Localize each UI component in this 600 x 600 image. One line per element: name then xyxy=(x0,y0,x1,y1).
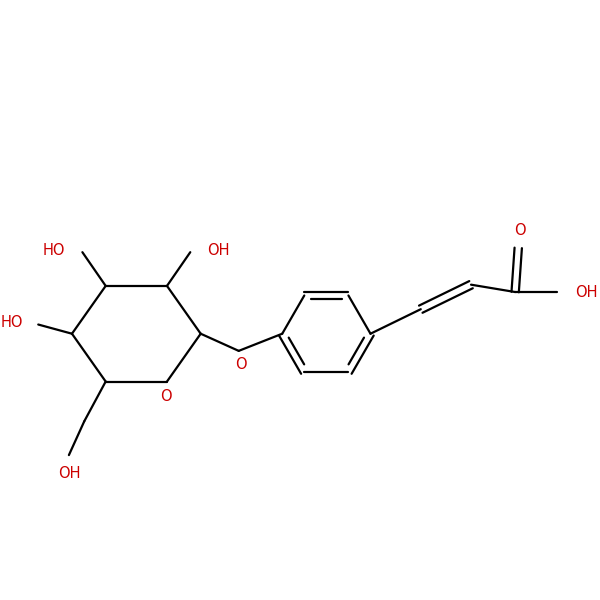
Text: OH: OH xyxy=(575,284,598,299)
Text: O: O xyxy=(514,223,525,238)
Text: OH: OH xyxy=(58,466,80,481)
Text: HO: HO xyxy=(1,315,23,330)
Text: HO: HO xyxy=(43,243,65,258)
Text: O: O xyxy=(235,358,247,373)
Text: OH: OH xyxy=(208,243,230,258)
Text: O: O xyxy=(161,389,172,404)
